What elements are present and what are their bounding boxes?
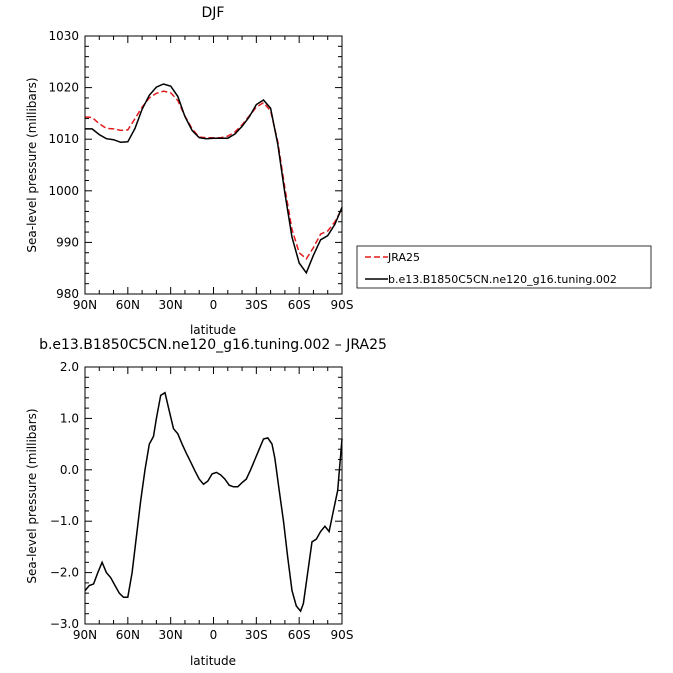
top-x-axis-label: latitude — [190, 323, 236, 337]
bottom-y-tick-label: −2.0 — [50, 566, 79, 580]
top-y-ticks: 980 990 1000 1010 1020 1030 — [48, 29, 342, 301]
top-x-tick-label: 90S — [331, 298, 354, 312]
bottom-x-tick-label: 30N — [159, 628, 183, 642]
bottom-y-tick-label: 0.0 — [60, 463, 79, 477]
top-y-tick-label: 980 — [56, 287, 79, 301]
top-y-tick-label: 1030 — [48, 29, 79, 43]
bottom-y-ticks: −3.0 −2.0 −1.0 0.0 1.0 2.0 — [50, 360, 342, 631]
bottom-y-axis-label: Sea-level pressure (millibars) — [25, 408, 39, 583]
top-y-tick-label: 1000 — [48, 184, 79, 198]
bottom-y-tick-label: 2.0 — [60, 360, 79, 374]
top-x-tick-label: 90N — [73, 298, 97, 312]
top-y-tick-label: 1010 — [48, 132, 79, 146]
bottom-x-tick-label: 90S — [331, 628, 354, 642]
legend-label-model: b.e13.B1850C5CN.ne120_g16.tuning.002 — [388, 273, 617, 286]
bottom-y-tick-label: −3.0 — [50, 617, 79, 631]
bottom-x-ticks: 90N 60N 30N 0 30S 60S 90S — [73, 367, 354, 642]
bottom-x-tick-label: 30S — [245, 628, 268, 642]
top-x-tick-label: 60S — [288, 298, 311, 312]
bottom-chart-title: b.e13.B1850C5CN.ne120_g16.tuning.002 – J… — [39, 337, 387, 353]
bottom-x-axis-label: latitude — [190, 654, 236, 668]
top-x-tick-label: 0 — [210, 298, 218, 312]
top-x-tick-label: 60N — [116, 298, 140, 312]
top-y-axis-label: Sea-level pressure (millibars) — [25, 77, 39, 252]
bottom-x-tick-label: 0 — [210, 628, 218, 642]
top-x-ticks: 90N 60N 30N 0 30S 60S 90S — [73, 36, 354, 312]
top-plot-frame — [84, 35, 343, 295]
top-panel: DJF Sea-level pressure (millibars) latit… — [25, 5, 353, 337]
legend-box — [356, 245, 652, 289]
bottom-panel: b.e13.B1850C5CN.ne120_g16.tuning.002 – J… — [25, 337, 387, 668]
bottom-y-tick-label: −1.0 — [50, 514, 79, 528]
top-x-tick-label: 30S — [245, 298, 268, 312]
bottom-y-tick-label: 1.0 — [60, 411, 79, 425]
series-line-difference — [84, 391, 343, 613]
top-x-tick-label: 30N — [159, 298, 183, 312]
top-chart-title: DJF — [202, 5, 225, 21]
top-y-tick-label: 990 — [56, 235, 79, 249]
top-y-tick-label: 1020 — [48, 81, 79, 95]
legend: JRA25 b.e13.B1850C5CN.ne120_g16.tuning.0… — [356, 245, 652, 289]
bottom-x-tick-label: 60S — [288, 628, 311, 642]
legend-label-jra25: JRA25 — [387, 251, 420, 264]
series-line-jra25 — [84, 90, 343, 261]
series-line-model — [85, 83, 343, 275]
bottom-plot-frame — [84, 366, 343, 625]
bottom-x-tick-label: 60N — [116, 628, 140, 642]
bottom-x-tick-label: 90N — [73, 628, 97, 642]
